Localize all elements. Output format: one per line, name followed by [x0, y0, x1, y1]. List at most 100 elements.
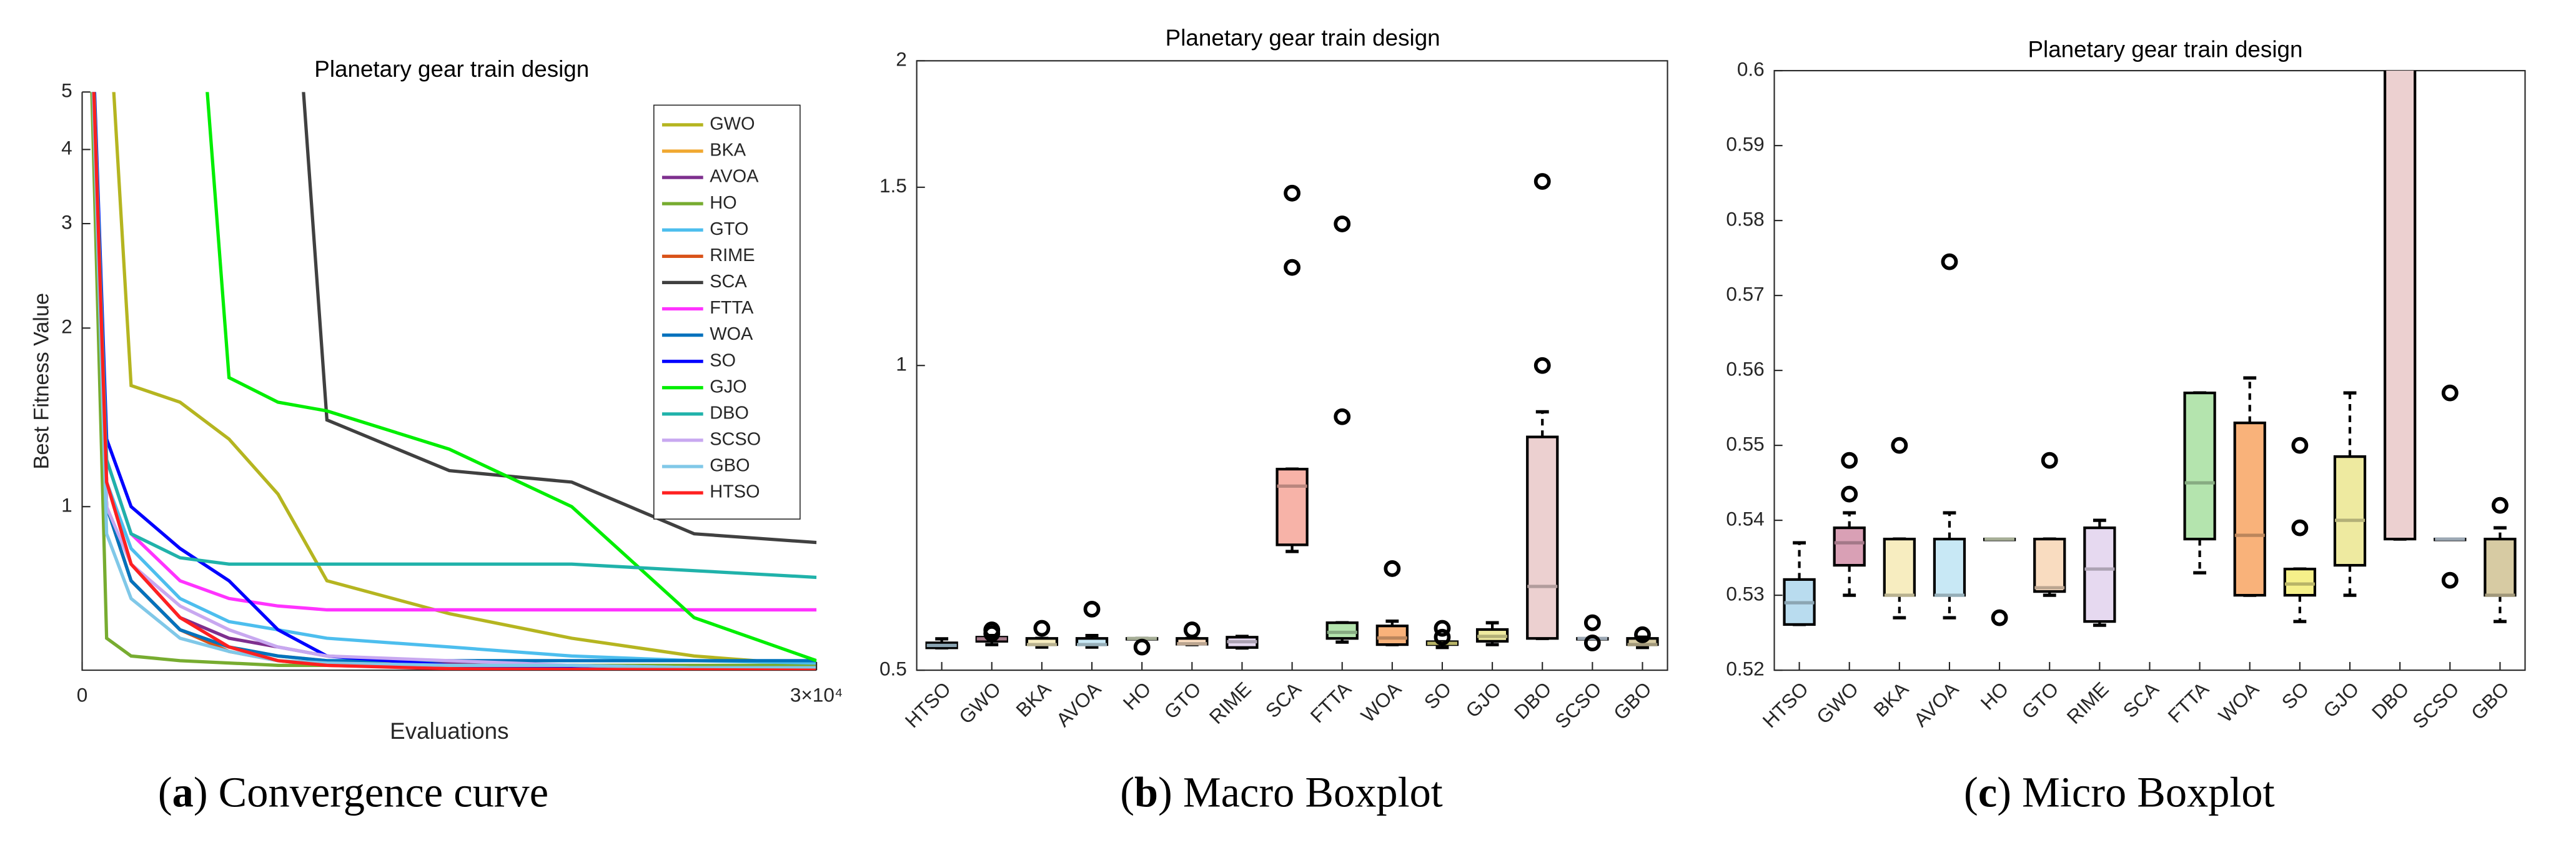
caption-part: ) Micro Boxplot [1997, 768, 2274, 816]
outlier [1533, 173, 1551, 190]
outlier [2041, 452, 2058, 469]
legend-label: GTO [710, 219, 748, 239]
x-tick-label: HTSO [901, 678, 955, 732]
y-tick-label: 0.54 [1726, 507, 1764, 530]
x-tick-label: 3×10⁴ [790, 684, 843, 706]
outlier [1033, 620, 1051, 637]
caption-part: ( [158, 768, 172, 816]
outlier [2441, 384, 2459, 402]
x-tick-label: AVOA [1052, 678, 1106, 731]
x-tick-label: RIME [2062, 678, 2113, 728]
plot-area [925, 173, 1659, 656]
y-tick-label: 2 [61, 315, 72, 338]
y-tick-label: 0.52 [1726, 657, 1764, 679]
y-tick-label: 2 [896, 48, 907, 71]
outlier [1991, 609, 2008, 626]
x-tick-label: FTTA [1306, 678, 1356, 728]
y-tick-label: 0.5 [879, 657, 907, 679]
x-tick-label: SCSO [2408, 678, 2464, 733]
caption: (b) Macro Boxplot [1120, 768, 1443, 816]
legend-label: FTTA [710, 298, 754, 318]
x-tick-label: GWO [954, 678, 1005, 728]
box [2383, 71, 2417, 541]
caption: (a) Convergence curve [158, 768, 548, 816]
x-tick-label: BKA [1011, 678, 1055, 721]
outlier [1891, 437, 1908, 454]
box [2484, 538, 2517, 597]
outlier [1284, 184, 1300, 202]
x-tick-label: HTSO [1758, 678, 1813, 732]
legend-label: GJO [710, 377, 746, 397]
box [2083, 526, 2116, 623]
x-tick-label: GTO [2017, 678, 2063, 723]
x-tick-label: GJO [1461, 678, 1505, 722]
x-tick-label: HO [1119, 678, 1156, 714]
legend-label: GBO [710, 456, 750, 476]
panel: Planetary gear train design (a) Convergen… [29, 56, 843, 816]
x-tick-label: DBO [2367, 678, 2414, 724]
x-tick-label: WOA [2214, 678, 2263, 727]
series-line [206, 92, 817, 663]
legend-box [653, 104, 801, 520]
y-tick-label: 5 [61, 79, 72, 102]
x-tick-label: BKA [1869, 678, 1913, 721]
y-tick-label: 1 [61, 494, 72, 516]
y-axis-label: Best Fitness Value [29, 293, 53, 469]
caption-part: ( [1120, 768, 1134, 816]
outlier [1133, 638, 1151, 656]
series-line [92, 92, 817, 580]
x-tick-label: GBO [2467, 678, 2514, 724]
outlier [1334, 215, 1351, 232]
caption-part: ) Macro Boxplot [1158, 768, 1443, 816]
box [1276, 468, 1309, 546]
outlier [1533, 357, 1551, 374]
x-tick-label: DBO [1510, 678, 1556, 724]
panel: Planetary gear train design (c) Micro Box… [1726, 36, 2526, 816]
outlier [1384, 560, 1401, 577]
x-tick-label: GJO [2319, 678, 2363, 722]
legend-label: HO [710, 193, 736, 213]
box [1933, 538, 1966, 597]
x-tick-label: SCSO [1550, 678, 1606, 733]
caption-part: ( [1964, 768, 1978, 816]
box [2283, 568, 2317, 597]
plot-area [90, 92, 817, 671]
legend-label: RIME [710, 245, 755, 265]
box [1375, 625, 1409, 646]
x-tick-label: SCA [1261, 678, 1305, 722]
x-tick-label: GBO [1609, 678, 1656, 724]
outlier [1434, 620, 1451, 637]
chart-title: Planetary gear train design [2028, 36, 2302, 62]
series-line [92, 92, 817, 663]
y-tick-label: 0.57 [1726, 282, 1764, 305]
box [2233, 422, 2266, 597]
caption-part: b [1134, 768, 1158, 816]
outlier [1083, 600, 1101, 618]
series-line [92, 92, 817, 671]
outlier [1183, 621, 1201, 639]
outlier [1841, 485, 1858, 503]
plot-area [1783, 71, 2517, 627]
outlier [1583, 614, 1601, 631]
y-tick-label: 0.55 [1726, 432, 1764, 455]
series-line [112, 92, 817, 668]
x-tick-label: SO [2277, 678, 2314, 714]
x-tick-label: WOA [1356, 678, 1405, 727]
x-tick-label: RIME [1205, 678, 1256, 728]
y-tick-label: 0.56 [1726, 357, 1764, 380]
outlier [1334, 408, 1351, 425]
legend-label: SO [710, 350, 736, 370]
box [2333, 455, 2367, 567]
x-axis-label: Evaluations [390, 718, 508, 744]
x-tick-label: SO [1420, 678, 1456, 714]
outlier [983, 621, 1001, 639]
panel: Planetary gear train design (b) Macro Box… [879, 25, 1668, 816]
legend-label: AVOA [710, 167, 759, 187]
x-tick-label: AVOA [1910, 678, 1963, 731]
caption-part: ) Convergence curve [194, 768, 548, 816]
chart-title: Planetary gear train design [1166, 25, 1440, 51]
x-tick-label: SCA [2119, 678, 2163, 722]
outlier [1941, 253, 1958, 270]
y-tick-label: 3 [61, 210, 72, 233]
